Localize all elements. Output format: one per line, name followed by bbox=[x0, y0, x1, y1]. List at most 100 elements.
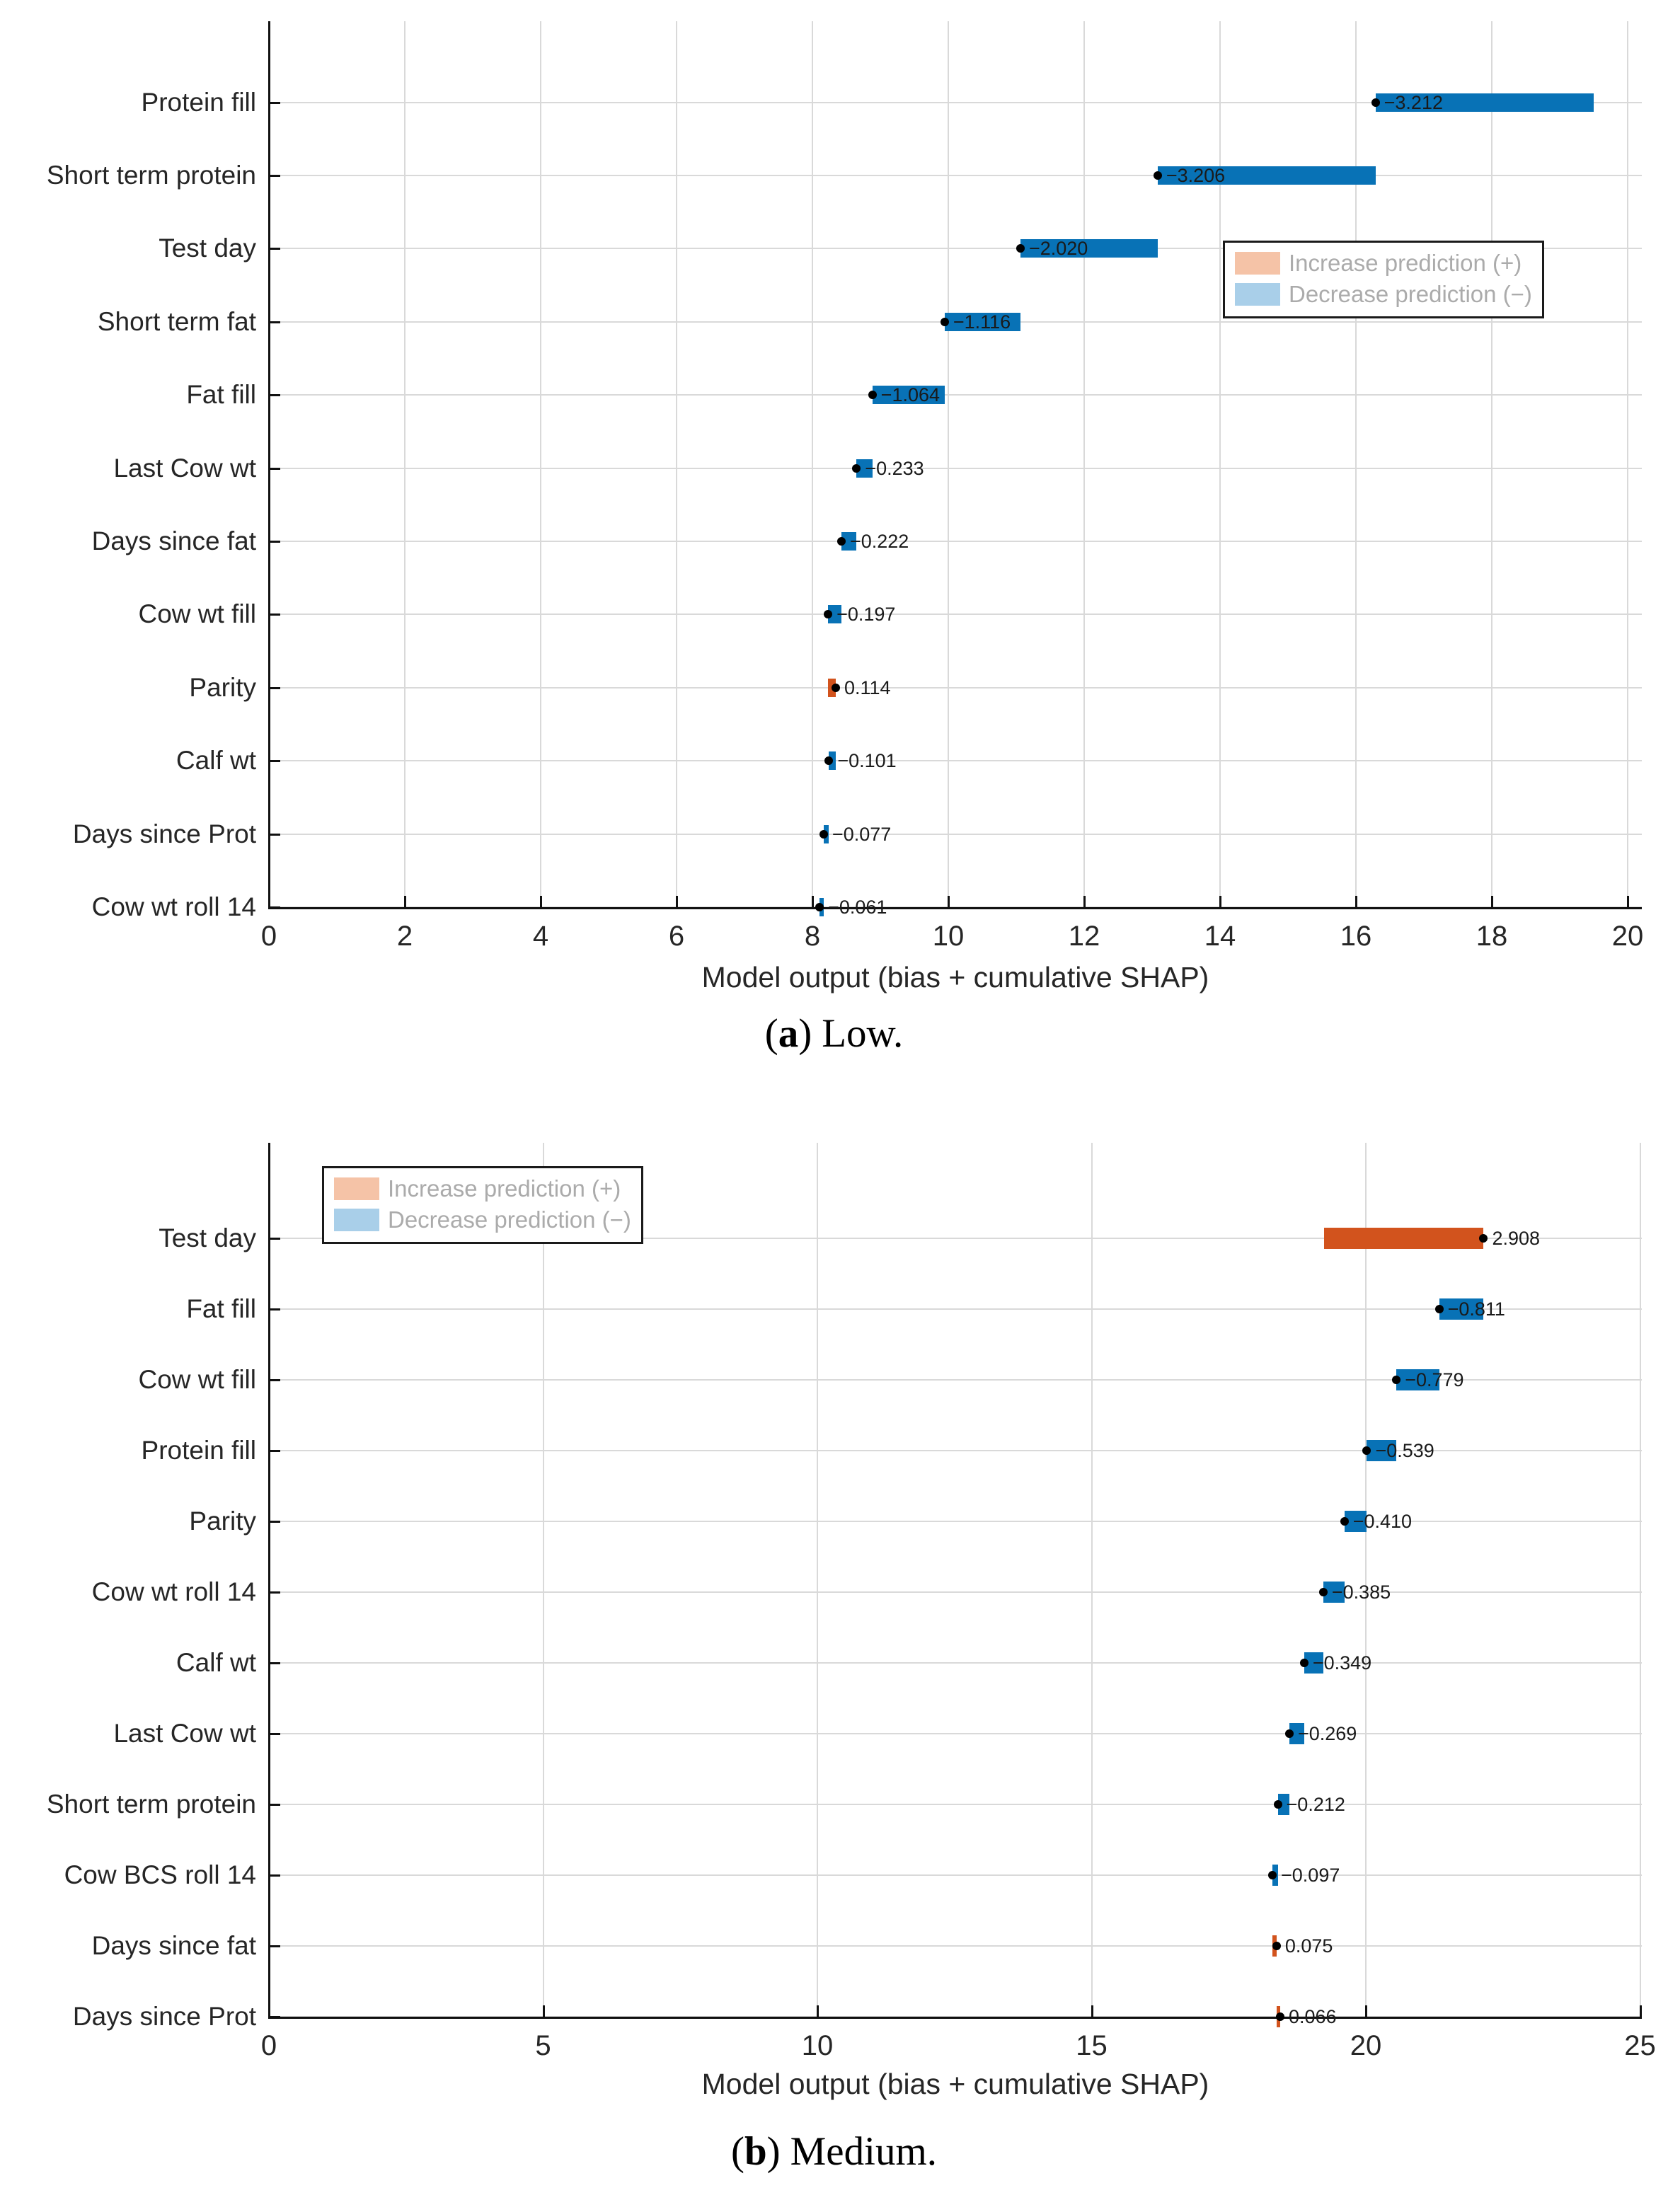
y-tick-mark bbox=[269, 1450, 280, 1452]
x-tick-label: 5 bbox=[535, 2030, 551, 2061]
cumulative-value-dot bbox=[824, 756, 834, 766]
grid-line-vertical bbox=[817, 1143, 818, 2017]
cumulative-value-dot bbox=[1434, 1305, 1444, 1313]
cumulative-value-dot bbox=[1371, 98, 1380, 107]
shap-value-label: −0.077 bbox=[832, 823, 892, 845]
y-tick-mark bbox=[269, 1591, 280, 1594]
grid-line-horizontal bbox=[269, 1450, 1642, 1451]
x-tick-mark bbox=[1627, 896, 1629, 907]
y-axis-feature-label: Cow wt roll 14 bbox=[91, 892, 256, 921]
cumulative-value-dot bbox=[1284, 1729, 1294, 1738]
grid-line-vertical bbox=[1219, 21, 1221, 907]
shap-value-label: −2.020 bbox=[1028, 238, 1088, 260]
grid-line-vertical bbox=[1491, 21, 1492, 907]
y-tick-mark bbox=[269, 541, 280, 543]
shap-value-label: −0.222 bbox=[849, 531, 909, 552]
grid-line-horizontal bbox=[269, 614, 1642, 616]
shap-value-label: −0.097 bbox=[1281, 1865, 1340, 1886]
y-axis-feature-label: Short term protein bbox=[46, 161, 256, 190]
y-tick-mark bbox=[269, 1379, 280, 1381]
y-axis-feature-label: Protein fill bbox=[141, 87, 256, 117]
decrease-bar bbox=[1157, 166, 1376, 185]
y-tick-mark bbox=[269, 1308, 280, 1311]
legend-entry-increase: Increase prediction (+) bbox=[1235, 250, 1532, 277]
shap-value-label: 0.075 bbox=[1284, 1935, 1333, 1957]
shap-value-label: −0.385 bbox=[1331, 1582, 1391, 1603]
grid-line-horizontal bbox=[269, 175, 1642, 176]
shap-value-label: −1.116 bbox=[953, 311, 1011, 333]
y-tick-mark bbox=[269, 1874, 280, 1877]
shap-value-label: −1.064 bbox=[880, 384, 941, 406]
legend-swatch-increase bbox=[334, 1177, 379, 1200]
grid-line-vertical bbox=[1083, 21, 1085, 907]
legend-swatch-decrease bbox=[334, 1209, 379, 1231]
y-tick-mark bbox=[269, 1733, 280, 1735]
cumulative-value-dot bbox=[824, 610, 833, 619]
x-axis-title-a: Model output (bias + cumulative SHAP) bbox=[701, 961, 1209, 993]
x-tick-mark bbox=[1639, 2005, 1642, 2017]
y-tick-mark bbox=[269, 1945, 280, 1947]
y-axis-feature-label: Fat fill bbox=[186, 1294, 256, 1323]
cumulative-value-dot bbox=[815, 903, 824, 911]
grid-line-vertical bbox=[1639, 1143, 1641, 2017]
y-axis-feature-label: Short term protein bbox=[46, 1790, 256, 1819]
caption-b-letter: b bbox=[744, 2129, 767, 2174]
grid-line-horizontal bbox=[269, 686, 1642, 689]
y-axis-feature-label: Protein fill bbox=[141, 1436, 256, 1465]
y-axis-feature-label: Days since Prot bbox=[72, 2002, 256, 2031]
decrease-bar bbox=[1439, 1298, 1484, 1320]
y-axis-feature-label: Last Cow wt bbox=[113, 453, 256, 483]
grid-line-horizontal bbox=[269, 1521, 1642, 1522]
grid-line-horizontal bbox=[269, 1238, 1642, 1239]
x-tick-label: 2 bbox=[396, 921, 413, 952]
y-tick-mark bbox=[269, 321, 280, 323]
legend-swatch-decrease bbox=[1235, 283, 1280, 306]
cumulative-value-dot bbox=[819, 829, 828, 839]
grid-line-vertical bbox=[540, 21, 541, 907]
cumulative-value-dot bbox=[1318, 1588, 1328, 1596]
y-axis-feature-label: Calf wt bbox=[176, 746, 256, 776]
legend-entry-decrease: Decrease prediction (−) bbox=[334, 1206, 631, 1233]
x-tick-label: 25 bbox=[1624, 2030, 1656, 2061]
cumulative-value-dot bbox=[1275, 2012, 1284, 2021]
y-tick-mark bbox=[269, 1521, 280, 1523]
shap-value-label: −3.212 bbox=[1384, 91, 1443, 113]
y-axis-feature-label: Days since fat bbox=[91, 1931, 256, 1960]
x-axis-line bbox=[268, 2017, 1642, 2019]
legend-swatch-increase bbox=[1235, 252, 1280, 275]
y-axis-line bbox=[268, 1143, 270, 2019]
grid-line-horizontal bbox=[269, 1874, 1642, 1876]
grid-line-horizontal bbox=[269, 1662, 1642, 1664]
cumulative-value-dot bbox=[1272, 1942, 1281, 1950]
decrease-bar bbox=[1375, 93, 1594, 112]
x-tick-label: 0 bbox=[260, 921, 277, 952]
x-tick-mark bbox=[542, 2005, 545, 2017]
shap-value-label: −0.410 bbox=[1352, 1511, 1413, 1532]
decrease-bar bbox=[944, 312, 1020, 331]
grid-line-horizontal bbox=[269, 1945, 1642, 1947]
legend-entry-decrease: Decrease prediction (−) bbox=[1235, 281, 1532, 308]
x-tick-mark bbox=[540, 896, 542, 907]
shap-value-label: −0.779 bbox=[1405, 1369, 1464, 1390]
cumulative-value-dot bbox=[1153, 171, 1162, 180]
y-tick-mark bbox=[269, 248, 280, 250]
cumulative-value-dot bbox=[1016, 244, 1025, 253]
decrease-bar bbox=[1277, 1794, 1289, 1815]
x-tick-mark bbox=[1355, 896, 1357, 907]
legend-label-decrease: Decrease prediction (−) bbox=[388, 1206, 631, 1233]
shap-value-label: −0.197 bbox=[836, 604, 896, 626]
x-tick-mark bbox=[1491, 896, 1493, 907]
x-tick-mark bbox=[812, 896, 814, 907]
grid-line-horizontal bbox=[269, 760, 1642, 762]
grid-line-horizontal bbox=[269, 101, 1642, 103]
caption-b-open: ( bbox=[730, 2129, 744, 2174]
y-axis-feature-label: Short term fat bbox=[97, 306, 256, 336]
grid-line-vertical bbox=[1627, 21, 1628, 907]
shap-value-label: −0.811 bbox=[1447, 1298, 1505, 1320]
y-axis-feature-label: Cow wt fill bbox=[138, 1365, 256, 1394]
x-axis-title-b: Model output (bias + cumulative SHAP) bbox=[701, 2068, 1209, 2100]
y-axis-feature-label: Cow wt fill bbox=[138, 599, 256, 629]
cumulative-value-dot bbox=[1273, 1800, 1282, 1809]
shap-value-label: 2.908 bbox=[1492, 1228, 1541, 1249]
y-tick-mark bbox=[269, 394, 280, 397]
